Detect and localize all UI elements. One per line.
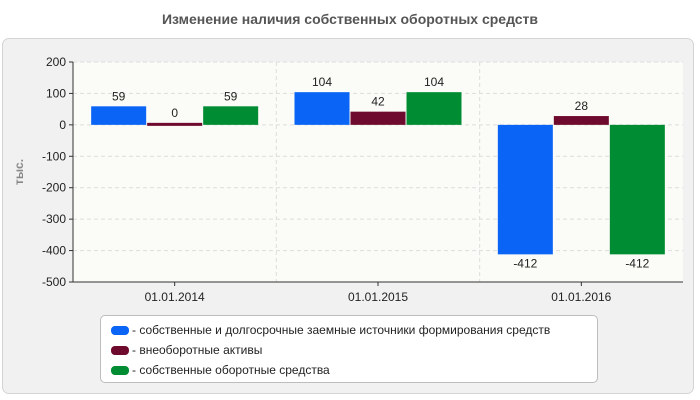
y-tick-label: -300 [42, 212, 66, 226]
bar [147, 122, 203, 126]
y-tick-label: 0 [59, 118, 66, 132]
data-label: 59 [112, 89, 126, 103]
data-label: 0 [171, 106, 178, 120]
legend-label: - собственные и долгосрочные заемные ист… [132, 323, 551, 337]
bar [91, 106, 147, 125]
data-label: 59 [224, 89, 238, 103]
bar [609, 124, 665, 255]
data-label: 28 [575, 99, 589, 113]
bar [350, 111, 406, 125]
data-label: 42 [371, 95, 385, 109]
bar [406, 92, 462, 125]
bar [294, 92, 350, 125]
legend: - собственные и долгосрочные заемные ист… [100, 315, 598, 383]
legend-label: - внеоборотные активы [132, 343, 263, 357]
chart-title: Изменение наличия собственных оборотных … [161, 11, 539, 27]
data-label: -412 [625, 256, 649, 270]
plot-area [73, 62, 683, 282]
legend-swatch-green [111, 365, 129, 375]
y-axis-label: тыс. [12, 159, 26, 185]
bar [553, 116, 609, 125]
bar [497, 124, 553, 255]
legend-swatch-maroon [111, 345, 129, 355]
data-label: 104 [424, 75, 444, 89]
x-tick-label: 01.01.2014 [145, 290, 205, 304]
legend-swatch-blue [111, 325, 129, 335]
y-tick-label: -400 [42, 244, 66, 258]
y-tick-label: 200 [46, 55, 66, 69]
x-tick-label: 01.01.2015 [348, 290, 408, 304]
data-label: -412 [513, 256, 537, 270]
legend-item-own-and-longterm-sources: - собственные и долгосрочные заемные ист… [111, 320, 597, 340]
y-tick-label: -500 [42, 275, 66, 289]
data-label: 104 [312, 75, 332, 89]
bar [203, 106, 259, 125]
x-tick-label: 01.01.2016 [551, 290, 611, 304]
legend-item-own-working-capital: - собственные оборотные средства [111, 360, 597, 380]
y-tick-label: 100 [46, 86, 66, 100]
legend-label: - собственные оборотные средства [132, 363, 330, 377]
y-tick-label: -200 [42, 181, 66, 195]
legend-item-noncurrent-assets: - внеоборотные активы [111, 340, 597, 360]
y-tick-label: -100 [42, 149, 66, 163]
